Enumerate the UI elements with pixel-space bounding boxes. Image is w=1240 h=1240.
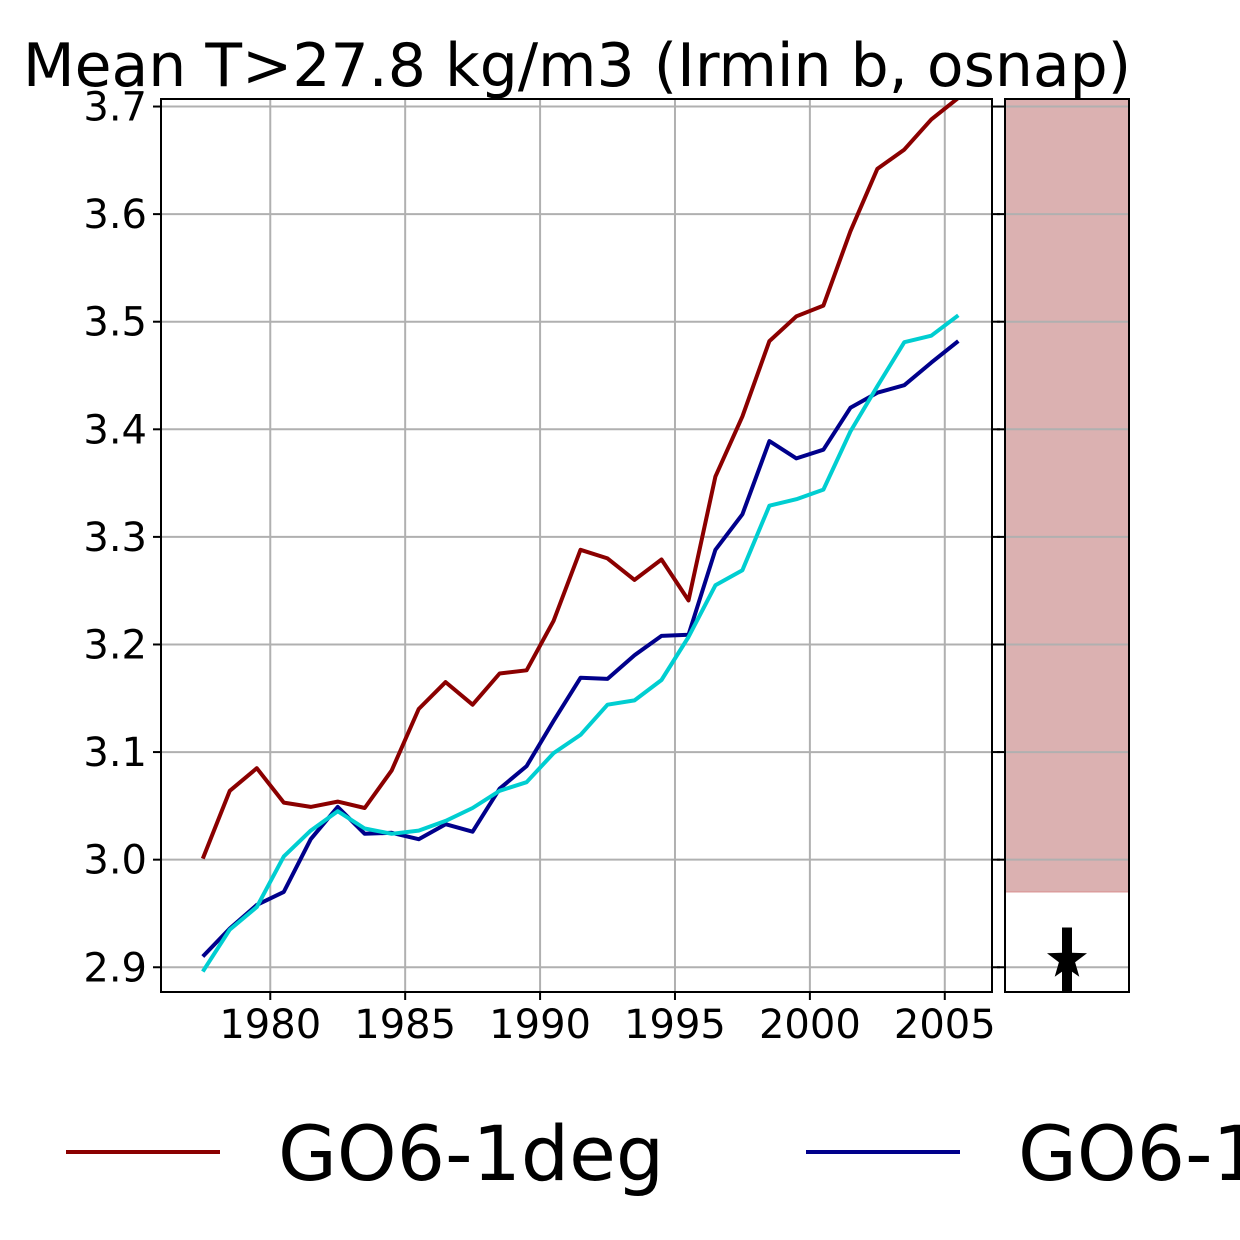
legend-label-1: GO6-1deg <box>278 1109 664 1198</box>
side-panel <box>997 98 1130 993</box>
y-tick-label: 3.2 <box>83 622 147 668</box>
side-axis-ticks <box>997 105 1005 969</box>
y-tick-label: 3.6 <box>83 192 147 238</box>
y-tick-label: 3.3 <box>83 515 147 561</box>
series-line-2 <box>201 339 960 958</box>
gridlines <box>161 99 992 992</box>
legend: GO6-1deg GO6-1 <box>66 1109 1240 1198</box>
series-line-1 <box>200 99 960 860</box>
y-tick-label: 3.1 <box>83 730 147 776</box>
axis-ticks: 1980 1985 1990 1995 2000 2005 2.9 3.0 3.1 3.2 3.3 3… <box>83 85 1000 1048</box>
y-tick-label: 3.0 <box>83 838 147 884</box>
y-tick-label: 3.4 <box>83 407 147 453</box>
chart-title: Mean T>27.8 kg/m3 (Irmin b, osnap) <box>23 31 1131 101</box>
x-tick-label: 1990 <box>489 1002 591 1048</box>
y-tick-label: 2.9 <box>83 945 147 991</box>
x-tick-label: 1995 <box>624 1002 726 1048</box>
y-tick-label: 3.7 <box>83 85 147 131</box>
x-tick-label: 2000 <box>759 1002 861 1048</box>
side-gridlines <box>1005 105 1129 969</box>
plot-frame <box>160 98 993 993</box>
x-tick-label: 1980 <box>219 1002 321 1048</box>
side-frame <box>1004 98 1130 993</box>
x-tick-label: 1985 <box>354 1002 456 1048</box>
side-star-marker <box>1047 938 1087 977</box>
legend-label-2: GO6-1 <box>1018 1109 1240 1198</box>
series-lines <box>200 99 960 973</box>
series-line-3 <box>201 313 960 973</box>
side-shaded-range <box>1004 98 1130 893</box>
main-plot: 1980 1985 1990 1995 2000 2005 2.9 3.0 3.1 3.2 3.3 3… <box>83 85 1000 1048</box>
y-tick-label: 3.5 <box>83 300 147 346</box>
x-tick-label: 2005 <box>894 1002 996 1048</box>
